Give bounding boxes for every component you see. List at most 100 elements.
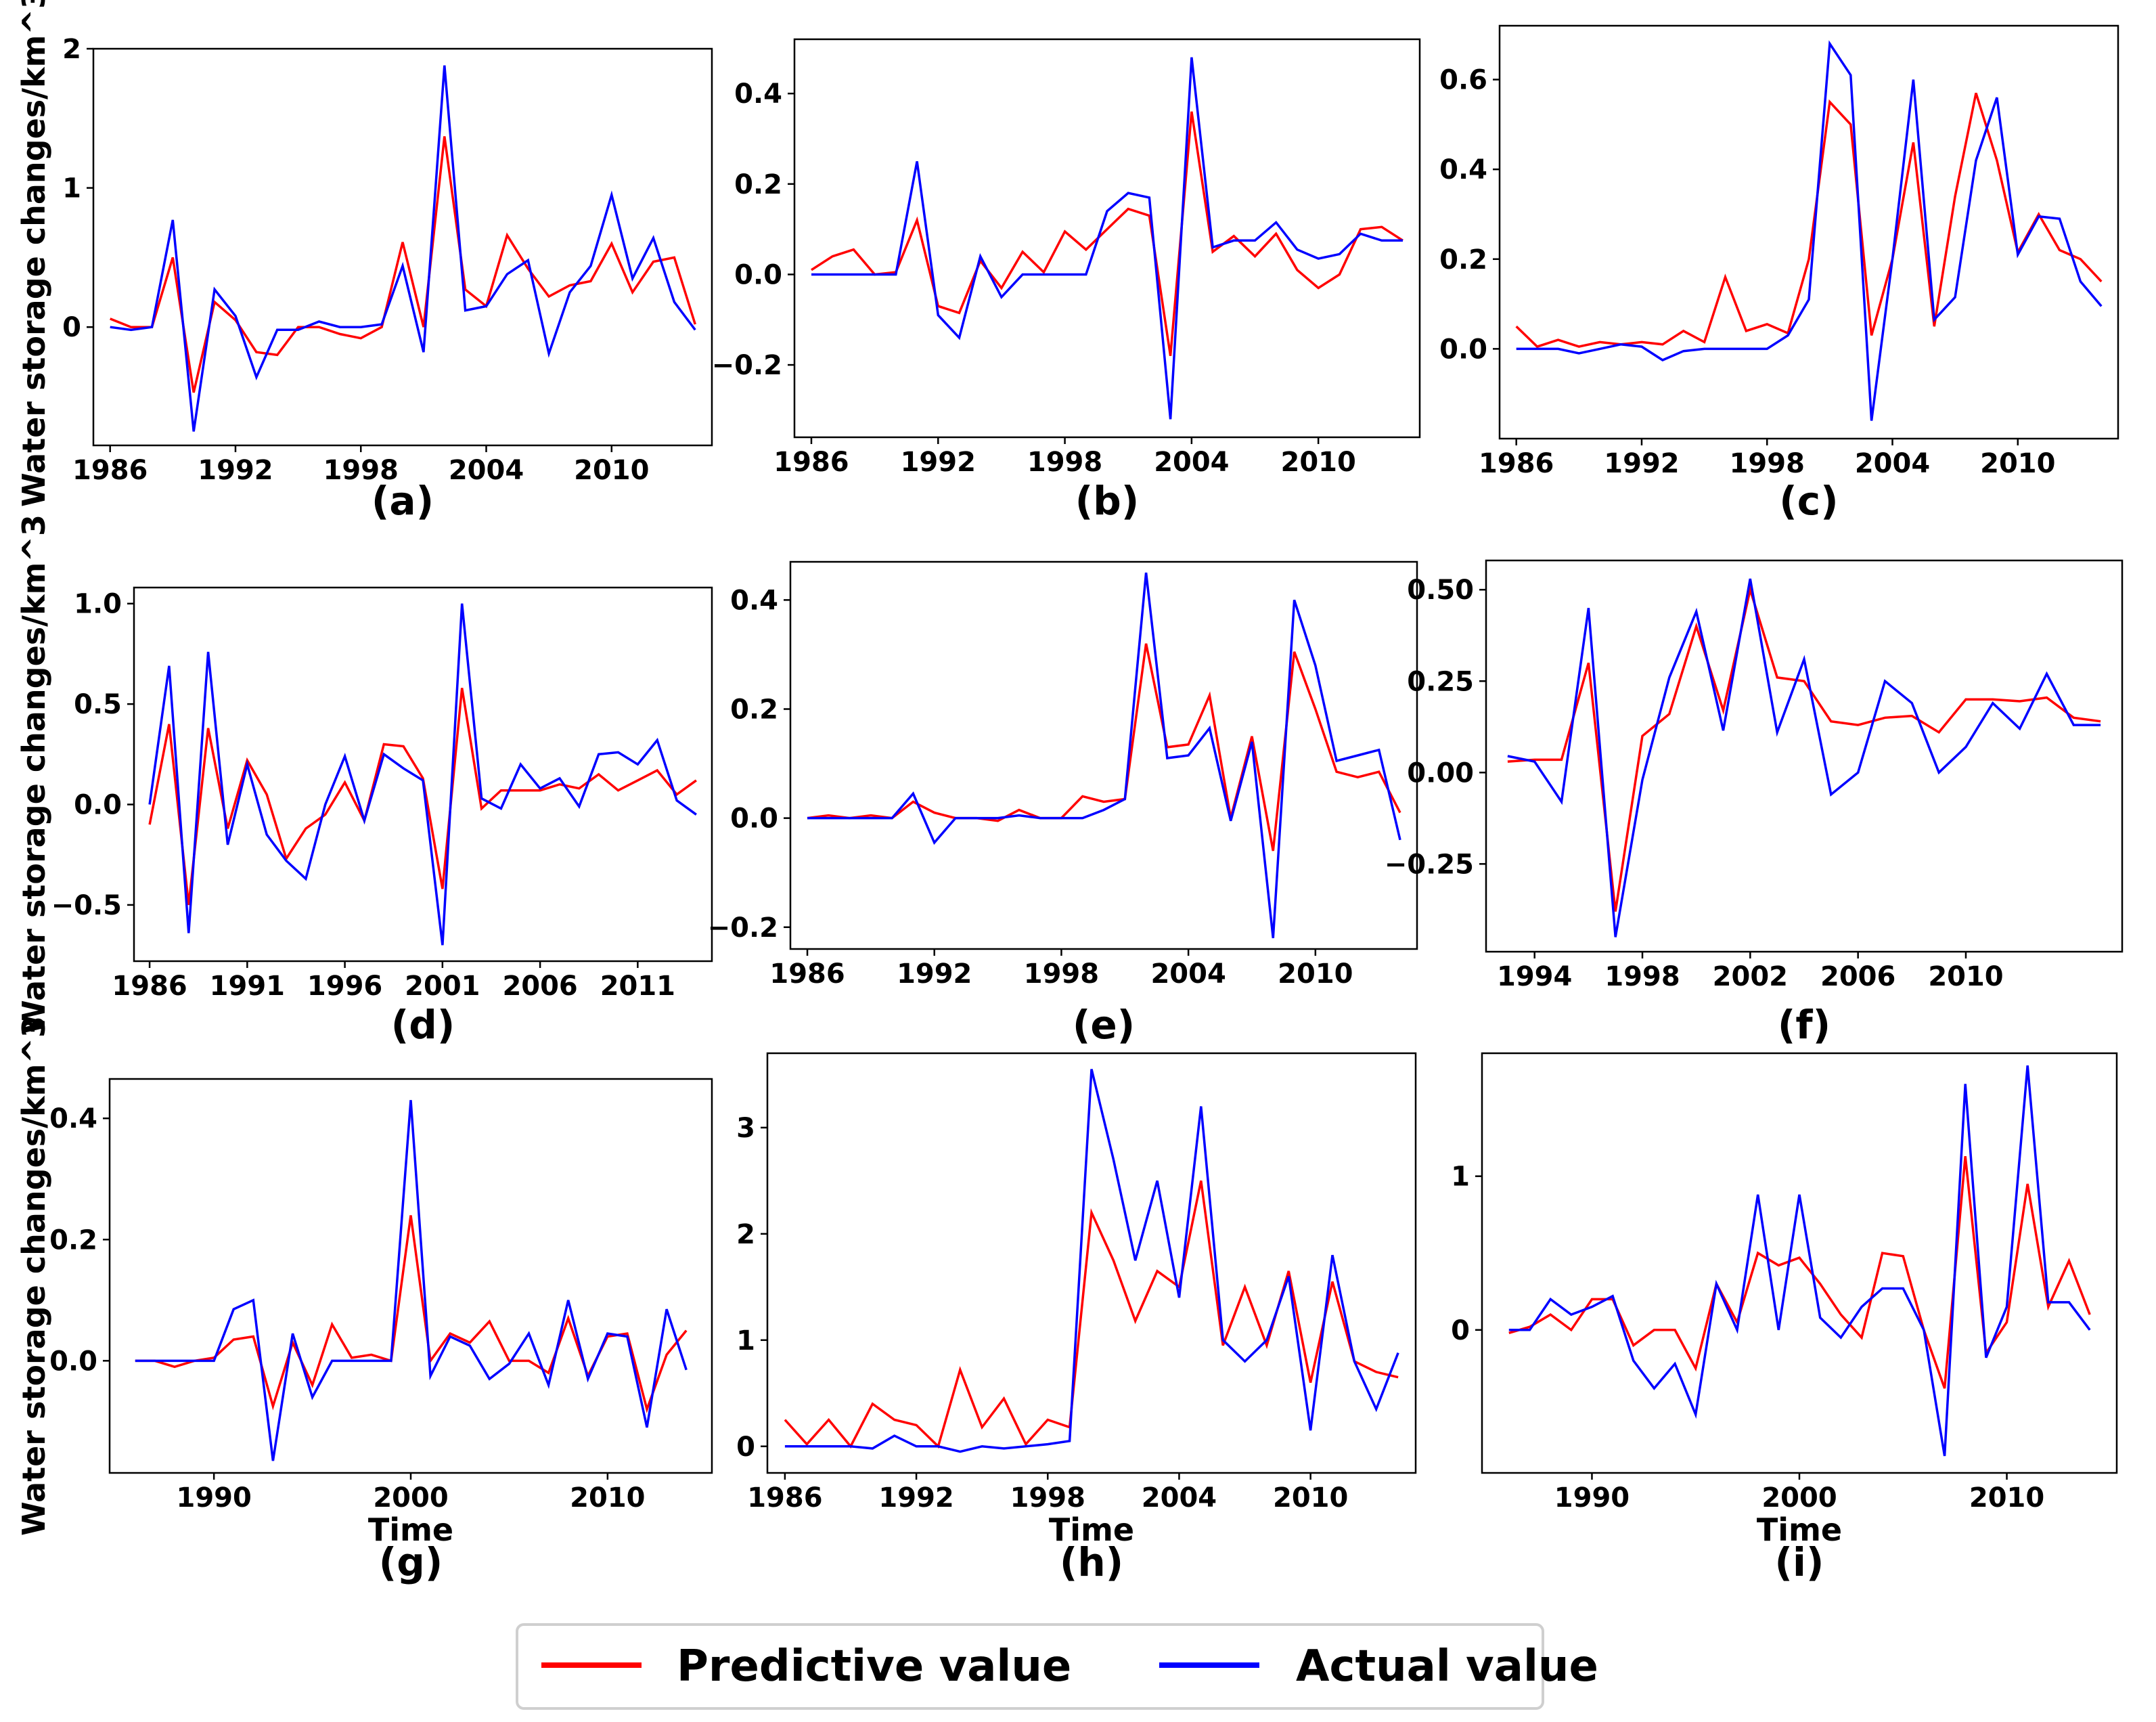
y-tick-label: 1.0 [74, 589, 122, 620]
plot-frame [766, 1052, 1417, 1474]
actual-series-line [811, 57, 1403, 420]
actual-series-line [1507, 578, 2101, 937]
y-tick-label: 0.2 [1439, 244, 1487, 275]
legend: Predictive value Actual value [516, 1623, 1598, 1710]
y-tick-label: 0.0 [730, 803, 778, 835]
y-tick-label: 0.5 [74, 689, 122, 720]
plot-frame [1498, 24, 2119, 440]
x-tick-label: 1986 [769, 958, 845, 990]
x-tick-label: 1994 [1497, 961, 1572, 992]
plot-frame [793, 38, 1421, 439]
x-tick-label: 1992 [897, 958, 972, 990]
y-tick-label: 2 [62, 34, 81, 65]
y-tick-label: 0.50 [1407, 575, 1474, 606]
x-tick-label: 1998 [323, 455, 399, 486]
predictive-series-line [784, 1180, 1399, 1449]
panel-label: (e) [1073, 1002, 1135, 1048]
actual-series-line [135, 1100, 688, 1461]
y-axis-label: Water storage changes/km^3 [16, 514, 52, 1034]
x-tick-label: 2010 [570, 1482, 645, 1514]
y-tick-label: −0.2 [712, 350, 782, 381]
x-tick-label: 1986 [112, 971, 187, 1002]
panel-label: (g) [379, 1539, 443, 1585]
y-tick-label: −0.25 [1385, 849, 1474, 880]
y-tick-label: 0 [1451, 1315, 1470, 1346]
panel-label: (f) [1778, 1002, 1831, 1048]
x-axis-label: Time [1049, 1511, 1134, 1548]
panels: 1986 1992 1998 2004 2010 0 1 2 Water storage cha… [16, 0, 2124, 1585]
x-axis-label: Time [1757, 1511, 1842, 1548]
actual-series-line [784, 1069, 1399, 1453]
x-tick-label: 1992 [901, 447, 976, 478]
x-tick-label: 1998 [1027, 447, 1102, 478]
y-tick-label: 0.0 [1439, 334, 1487, 365]
actual-series-line [1516, 40, 2103, 421]
x-tick-label: 2010 [1280, 447, 1355, 478]
y-tick-label: 0.0 [74, 790, 122, 821]
x-tick-label: 1986 [747, 1482, 822, 1514]
y-tick-label: 0.4 [730, 585, 778, 616]
x-tick-label: 2010 [1969, 1482, 2044, 1514]
x-tick-label: 1998 [1730, 448, 1805, 479]
plot-frame [1485, 559, 2124, 953]
panel-label: (d) [391, 1002, 455, 1048]
chart-panel-6: 1994 1998 2002 2006 2010 −0.25 0.00 0.25 0.50 (f) [1385, 559, 2124, 1048]
x-tick-label: 2002 [1713, 961, 1788, 992]
actual-series-line [1508, 1065, 2091, 1457]
y-tick-label: −0.2 [708, 912, 778, 944]
x-tick-label: 1992 [878, 1482, 953, 1514]
x-tick-label: 2006 [1820, 961, 1895, 992]
x-tick-label: 2011 [600, 971, 675, 1002]
x-axis-label: Time [368, 1511, 453, 1548]
x-tick-label: 1992 [198, 455, 273, 486]
chart-panel-3: 1986 1992 1998 2004 2010 0.0 0.2 0.4 0.6 (c) [1439, 24, 2119, 524]
panel-label: (b) [1075, 478, 1140, 524]
actual-series-line [807, 572, 1401, 939]
y-tick-label: 0.00 [1407, 757, 1474, 789]
predictive-series-line [811, 111, 1403, 356]
y-axis-label: Water storage changes/km^3 [16, 1016, 52, 1536]
x-tick-label: 2001 [405, 971, 480, 1002]
plot-frame [789, 560, 1418, 950]
x-tick-label: 2004 [1142, 1482, 1217, 1514]
y-tick-label: 0.0 [734, 259, 782, 290]
x-tick-label: 2010 [1273, 1482, 1348, 1514]
x-tick-label: 2010 [574, 455, 649, 486]
y-tick-label: 0.2 [734, 169, 782, 200]
y-tick-label: 1 [62, 173, 81, 204]
y-tick-label: 0.25 [1407, 666, 1474, 697]
x-tick-label: 1998 [1010, 1482, 1085, 1514]
x-tick-label: 1986 [1479, 448, 1554, 479]
y-axis-label: Water storage changes/km^3 [16, 0, 52, 507]
legend-actual-label: Actual value [1296, 1641, 1598, 1692]
chart-panel-9: 1990 2000 2010 0 1 Time(i) [1451, 1052, 2118, 1585]
x-tick-label: 2004 [449, 455, 524, 486]
y-tick-label: 0.0 [49, 1346, 97, 1377]
panel-label: (i) [1775, 1539, 1824, 1585]
actual-series-line [110, 65, 696, 432]
chart-panel-4: 1986 1991 1996 2001 2006 2011 −0.5 0.0 0.5 1.0 Wat… [16, 514, 713, 1048]
predictive-series-line [148, 688, 697, 906]
x-tick-label: 1991 [210, 971, 285, 1002]
predictive-series-line [1507, 585, 2101, 912]
x-tick-label: 2000 [1761, 1482, 1837, 1514]
y-tick-label: 0.2 [730, 694, 778, 726]
x-tick-label: 2004 [1154, 447, 1229, 478]
x-tick-label: 1996 [307, 971, 382, 1002]
predictive-series-line [807, 643, 1401, 852]
x-tick-label: 1986 [773, 447, 849, 478]
chart-panel-5: 1986 1992 1998 2004 2010 −0.2 0.0 0.2 0.4 (e) [708, 560, 1418, 1048]
y-tick-label: 0.2 [49, 1224, 97, 1256]
y-tick-label: 3 [736, 1113, 755, 1144]
y-tick-label: 0 [736, 1432, 755, 1463]
chart-panel-1: 1986 1992 1998 2004 2010 0 1 2 Water storage cha… [16, 0, 713, 524]
x-tick-label: 2010 [1980, 448, 2055, 479]
y-tick-label: 0.6 [1439, 65, 1487, 96]
x-tick-label: 1992 [1604, 448, 1679, 479]
y-tick-label: −0.5 [51, 890, 122, 921]
predictive-series-line [1515, 92, 2103, 349]
panel-label: (h) [1060, 1539, 1123, 1585]
y-tick-label: 0.4 [734, 79, 782, 110]
